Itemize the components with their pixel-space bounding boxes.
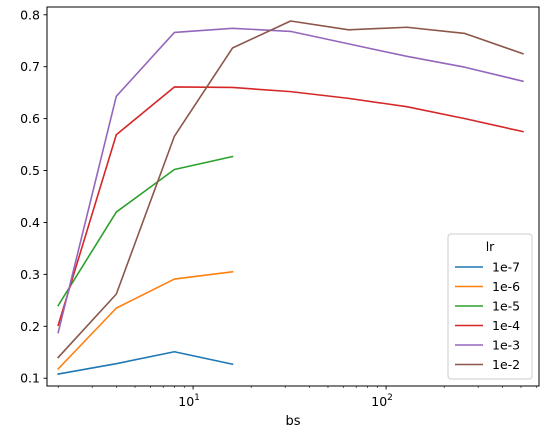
series-line-1e-7 [57, 350, 234, 375]
y-tick-label: 0.6 [20, 111, 40, 126]
y-tick-label: 0.8 [20, 7, 40, 22]
series-line-1e-4 [57, 86, 524, 327]
series-layer [57, 20, 524, 375]
legend-label: 1e-3 [492, 338, 520, 353]
y-tick-label: 0.1 [20, 371, 40, 386]
x-axis: 101 102 [57, 386, 537, 409]
series-line-1e-2 [57, 20, 524, 359]
x-tick-exponent: 1 [194, 393, 200, 403]
legend-label: 1e-7 [492, 260, 520, 275]
legend: lr 1e-7 1e-6 1e-5 1e-4 1e-3 1e-2 [447, 233, 533, 380]
axes-layer [46, 6, 540, 387]
legend-label: 1e-2 [492, 357, 520, 372]
y-tick-label: 0.5 [20, 163, 40, 178]
series-line-1e-3 [57, 27, 524, 334]
x-axis-label: bs [285, 414, 300, 429]
y-tick-label: 0.7 [20, 59, 40, 74]
series-line-1e-6 [57, 270, 234, 371]
x-tick-label: 101 [178, 393, 200, 409]
y-tick-label: 0.4 [20, 215, 40, 230]
legend-box [447, 233, 533, 380]
x-tick-exponent: 2 [387, 393, 393, 403]
axes-frame [46, 6, 540, 387]
legend-label: 1e-6 [492, 279, 520, 294]
legend-label: 1e-4 [492, 318, 520, 333]
y-tick-label: 0.3 [20, 267, 40, 282]
x-tick-label: 102 [371, 393, 393, 409]
legend-title: lr [486, 239, 495, 254]
series-line-1e-5 [57, 155, 234, 307]
legend-label: 1e-5 [492, 299, 520, 314]
y-tick-label: 0.2 [20, 319, 40, 334]
y-axis: 0.1 0.2 0.3 0.4 0.5 0.6 0.7 0.8 [20, 7, 47, 386]
